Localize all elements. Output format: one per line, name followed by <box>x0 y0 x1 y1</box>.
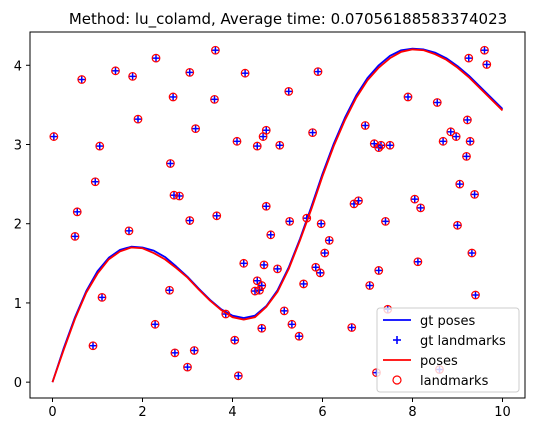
legend-label-landmarks: landmarks <box>420 374 489 389</box>
chart-title: Method: lu_colamd, Average time: 0.07056… <box>69 10 507 29</box>
x-tick-label: 6 <box>318 405 326 420</box>
y-tick-label: 0 <box>14 376 22 391</box>
legend: gt poses gt landmarks poses landmarks <box>377 308 519 392</box>
x-tick-label: 2 <box>138 405 146 420</box>
legend-label-gt-poses: gt poses <box>420 314 475 329</box>
x-tick-label: 0 <box>48 405 56 420</box>
y-tick-label: 2 <box>14 218 22 233</box>
x-tick-label: 8 <box>408 405 416 420</box>
y-tick-label: 4 <box>14 59 22 74</box>
legend-label-gt-landmarks: gt landmarks <box>420 334 506 349</box>
y-tick-label: 1 <box>14 297 22 312</box>
y-tick-label: 3 <box>14 138 22 153</box>
x-tick-label: 4 <box>228 405 236 420</box>
x-tick-label: 10 <box>494 405 511 420</box>
legend-label-poses: poses <box>420 354 458 369</box>
